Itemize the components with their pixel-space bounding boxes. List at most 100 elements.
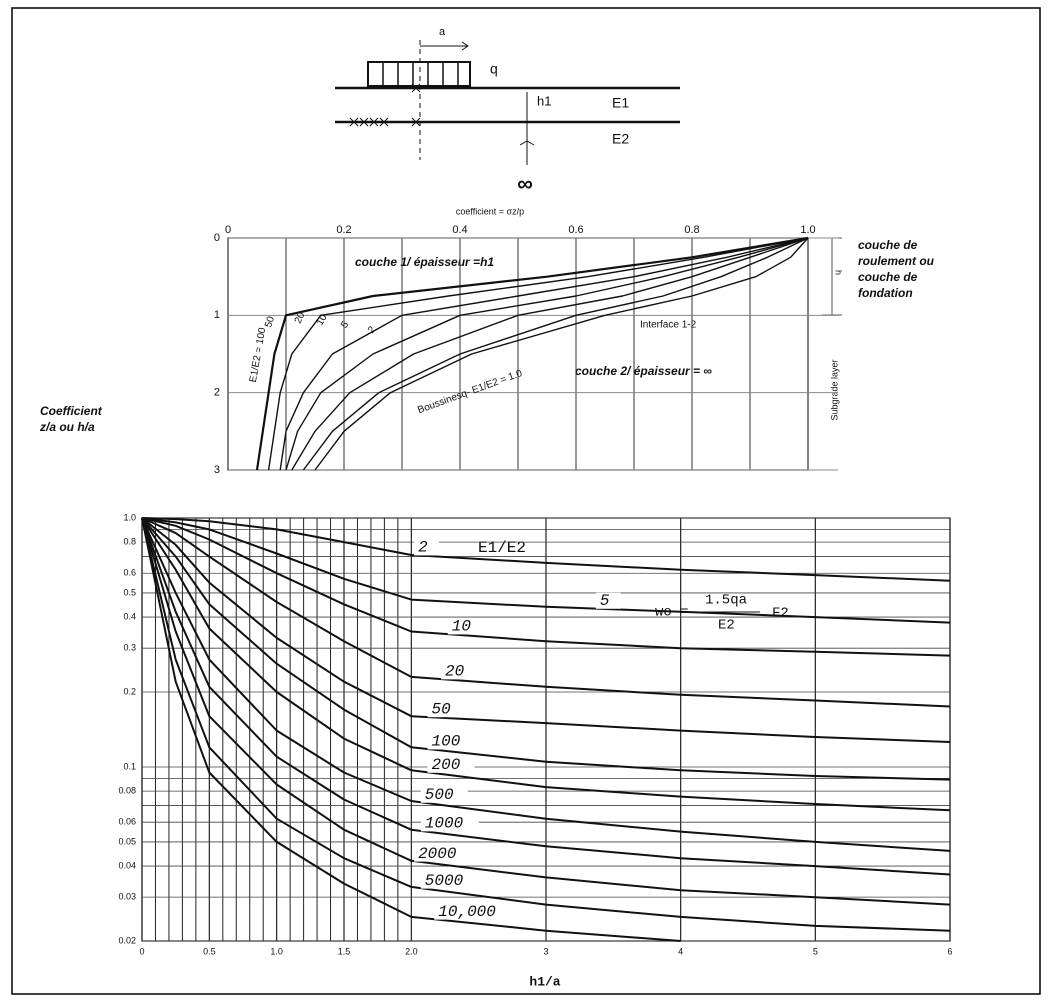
legend-title: E1/E2 bbox=[478, 539, 526, 557]
curve bbox=[141, 517, 951, 708]
curve bbox=[141, 517, 951, 812]
label-backing bbox=[434, 903, 515, 920]
series-label: 2000 bbox=[418, 845, 457, 863]
y-tick-label: 0.04 bbox=[118, 860, 136, 870]
curve bbox=[141, 517, 951, 743]
break-mark bbox=[519, 140, 535, 146]
y-tick-label: 0.8 bbox=[123, 537, 136, 547]
series-label: 1000 bbox=[425, 815, 464, 833]
y-tick-label: 0.08 bbox=[118, 785, 136, 795]
series-label: 10 bbox=[452, 618, 472, 636]
series-label: Boussinesq- E1/E2 = 1.0 bbox=[416, 368, 524, 416]
curve bbox=[141, 517, 951, 876]
x-tick-label: 0 bbox=[139, 946, 144, 956]
layer1-label: E1 bbox=[612, 95, 629, 111]
load-hatch bbox=[382, 62, 459, 86]
formula-denominator: E2 bbox=[718, 618, 735, 634]
curve bbox=[279, 237, 809, 471]
series-label: 500 bbox=[425, 786, 454, 804]
side-label: fondation bbox=[858, 286, 913, 300]
label-backing bbox=[595, 592, 621, 609]
curve bbox=[285, 237, 809, 471]
curve bbox=[314, 237, 809, 471]
series-label: 10,000 bbox=[438, 903, 496, 921]
series-label: 5000 bbox=[425, 872, 464, 890]
x-axis-title: coefficient = σz/p bbox=[456, 206, 524, 216]
y-tick-label: 1 bbox=[214, 309, 220, 321]
label-backing bbox=[420, 786, 468, 803]
series-label: 200 bbox=[432, 756, 461, 774]
x-axis-title: h1/a bbox=[529, 974, 560, 989]
x-tick-label: 6 bbox=[947, 946, 952, 956]
series-label: 100 bbox=[432, 733, 461, 751]
x-tick-label: 0 bbox=[225, 224, 231, 236]
series-label: 2 bbox=[418, 539, 428, 557]
frame bbox=[11, 7, 1041, 995]
y-tick-label: 0.4 bbox=[123, 611, 136, 621]
x-tick-label: 1.0 bbox=[800, 224, 815, 236]
curve bbox=[267, 237, 809, 471]
x-tick-label: 1.0 bbox=[270, 946, 283, 956]
side-label: couche de bbox=[858, 238, 918, 252]
y-tick-label: 1.0 bbox=[123, 512, 136, 522]
label-backing bbox=[414, 845, 473, 862]
y-tick-label: 0 bbox=[214, 232, 220, 244]
x-tick-label: 0.5 bbox=[203, 946, 216, 956]
curve bbox=[141, 517, 951, 781]
label-backing bbox=[441, 663, 477, 680]
curve bbox=[141, 517, 951, 624]
side-label: roulement ou bbox=[858, 254, 935, 268]
series-label: E1/E2 = 100 bbox=[248, 326, 269, 383]
curve bbox=[141, 517, 681, 942]
subgrade-label: Subgrade layer bbox=[829, 359, 839, 420]
y-tick-label: 0.1 bbox=[123, 761, 136, 771]
annotation: Interface 1-2 bbox=[640, 320, 697, 331]
width-label: a bbox=[439, 26, 446, 38]
y-axis-title: Coefficient bbox=[40, 404, 103, 418]
series-label: 50 bbox=[432, 700, 452, 718]
series-label: 50 bbox=[263, 315, 277, 329]
label-backing bbox=[420, 815, 479, 832]
y-tick-label: 2 bbox=[214, 387, 220, 399]
curve bbox=[141, 517, 951, 932]
curve bbox=[291, 237, 809, 471]
load-block bbox=[367, 61, 471, 87]
series-label: 20 bbox=[445, 663, 465, 681]
x-tick-label: 0.2 bbox=[336, 224, 351, 236]
x-tick-label: 3 bbox=[543, 946, 548, 956]
label-backing bbox=[447, 618, 484, 635]
arrow-head bbox=[461, 41, 469, 51]
series-label: 2 bbox=[366, 324, 378, 336]
series-label: 10 bbox=[315, 312, 330, 328]
annotation: couche 1/ épaisseur =h1 bbox=[355, 255, 494, 269]
diagram bbox=[335, 40, 680, 165]
depth-label: ∞ bbox=[517, 171, 533, 196]
annotation: couche 2/ épaisseur = ∞ bbox=[575, 364, 712, 378]
formula-numerator: 1.5qa bbox=[705, 593, 747, 609]
y-tick-label: 0.05 bbox=[118, 836, 136, 846]
x-tick-label: 4 bbox=[678, 946, 683, 956]
thickness-bracket bbox=[822, 237, 842, 316]
y-tick-label: 0.5 bbox=[123, 587, 136, 597]
thickness-label: h1 bbox=[537, 93, 551, 108]
y-tick-label: 0.3 bbox=[123, 643, 136, 653]
y-tick-label: 0.2 bbox=[123, 686, 136, 696]
curve bbox=[141, 517, 951, 657]
curve bbox=[302, 237, 809, 471]
label-backing bbox=[427, 701, 464, 718]
y-tick-label: 0.03 bbox=[118, 892, 136, 902]
side-label: couche de bbox=[858, 270, 918, 284]
x-tick-label: 5 bbox=[813, 946, 818, 956]
x-tick-label: 0.6 bbox=[568, 224, 583, 236]
y-axis-title: z/a ou h/a bbox=[39, 420, 95, 434]
x-tick-label: 2.0 bbox=[405, 946, 418, 956]
label-backing bbox=[414, 539, 440, 556]
series-label: 5 bbox=[600, 592, 610, 610]
layer2-label: E2 bbox=[612, 131, 629, 147]
x-tick-label: 1.5 bbox=[338, 946, 351, 956]
label-backing bbox=[427, 733, 475, 750]
load-label: q bbox=[490, 61, 498, 77]
y-tick-label: 0.06 bbox=[118, 817, 136, 827]
x-tick-label: 0.8 bbox=[684, 224, 699, 236]
